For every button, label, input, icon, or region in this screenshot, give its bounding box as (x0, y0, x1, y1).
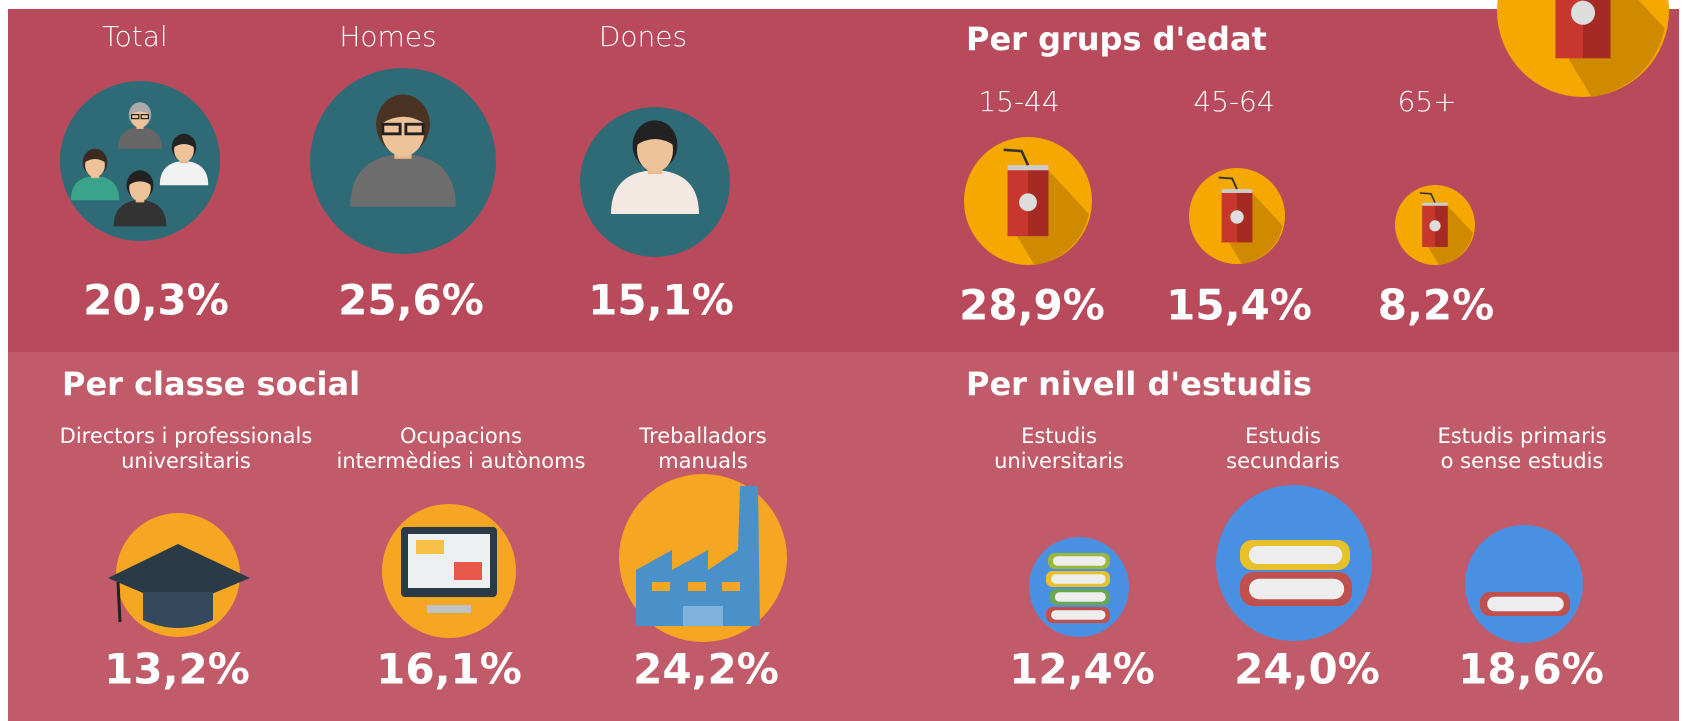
icon-straw (1003, 148, 1030, 166)
icon-circle (1465, 525, 1583, 643)
bottom-band (8, 352, 1679, 721)
group-label: Estudis (1021, 424, 1097, 448)
top-band (8, 9, 1679, 352)
icon-straw (1218, 176, 1238, 190)
icon-can-dot (1019, 193, 1037, 212)
group-label: 15-44 (978, 85, 1059, 118)
group-label: Total (102, 20, 167, 53)
group-value: 12,4% (1009, 645, 1155, 694)
group-label: Estudis (1245, 424, 1321, 448)
icon-can (1422, 205, 1435, 247)
icon-stand (427, 605, 471, 613)
texts: Total 20,3% Homes 25,6% Dones 15,1% Per grups … (60, 20, 1607, 694)
group-label: Treballadors (638, 424, 766, 448)
icon-body (611, 170, 699, 214)
icon-cap (143, 592, 213, 628)
icon-fringe (379, 98, 427, 126)
icon-shadow (1227, 192, 1283, 264)
section-title: Per classe social (62, 365, 360, 403)
group-value: 8,2% (1378, 281, 1494, 330)
group-label: Directors i professionals (60, 424, 313, 448)
group-value: 20,3% (83, 276, 229, 325)
icon-can-dot (1570, 0, 1596, 25)
icon-can-dot (1230, 210, 1244, 224)
group-label: Dones (599, 20, 687, 53)
icon-block (454, 562, 482, 580)
icon-shadow (1015, 169, 1089, 265)
icon-block (416, 540, 444, 554)
section-title: Per nivell d'estudis (966, 365, 1312, 403)
group-label: Estudis primaris (1437, 424, 1606, 448)
icon-body (118, 127, 162, 149)
icon-body (159, 161, 209, 186)
icon-can (1237, 192, 1253, 243)
icon-can-dot (1429, 220, 1441, 232)
icon-pages (1052, 556, 1106, 566)
group-value: 24,2% (633, 645, 779, 694)
icon-can-lid (1007, 165, 1049, 171)
group-value: 18,6% (1458, 645, 1604, 694)
icon-tassel (116, 581, 122, 623)
icon-glasses (140, 113, 149, 120)
icon-glasses (381, 122, 402, 136)
group-label: Ocupacions (400, 424, 522, 448)
icon-straw (1419, 192, 1436, 203)
icon-pages (1051, 610, 1106, 620)
icon-can (1007, 169, 1028, 237)
icon-window (722, 582, 740, 591)
icon-can (1028, 169, 1049, 237)
group-value: 13,2% (104, 645, 250, 694)
group-label: 45-64 (1193, 85, 1274, 118)
icon-circle (60, 81, 220, 241)
icon-fringe (128, 172, 152, 186)
icon-glasses (131, 113, 140, 120)
group-value: 16,1% (376, 645, 522, 694)
icon-door (683, 606, 723, 626)
icon-fringe (130, 103, 150, 115)
group-value: 15,4% (1166, 281, 1312, 330)
icon-pages (1248, 578, 1345, 600)
icon-can (1221, 192, 1237, 243)
group-label: manuals (658, 449, 748, 473)
icon-can-lid (1221, 189, 1253, 193)
icon-body (70, 176, 120, 201)
group-value: 15,1% (588, 276, 734, 325)
icon-pages (1487, 596, 1564, 612)
group-value: 24,0% (1234, 645, 1380, 694)
group-value: 28,9% (959, 281, 1105, 330)
group-label: universitaris (121, 449, 251, 473)
icon-shadow (1427, 205, 1473, 265)
icon-body (350, 154, 456, 207)
icon-fringe (84, 150, 106, 163)
icon-pages (1054, 592, 1106, 602)
group-value: 25,6% (338, 276, 484, 325)
group-label: 65+ (1397, 85, 1456, 118)
icon-can-lid (1422, 202, 1448, 206)
group-label: Homes (339, 20, 436, 53)
icons (60, 0, 1669, 643)
icon-fringe (173, 135, 195, 148)
group-label: secundaris (1226, 449, 1340, 473)
icon-pages (1051, 574, 1106, 584)
icon-pages (1248, 546, 1343, 564)
icon-can (1435, 205, 1448, 247)
section-title: Per grups d'edat (966, 20, 1267, 58)
group-label: universitaris (994, 449, 1124, 473)
group-label: intermèdies i autònoms (337, 449, 586, 473)
icon-glasses (404, 122, 425, 136)
icon-window (688, 582, 706, 591)
icon-fringe (635, 123, 675, 146)
icon-window (652, 582, 670, 591)
group-label: o sense estudis (1441, 449, 1604, 473)
icon-body (113, 200, 167, 227)
